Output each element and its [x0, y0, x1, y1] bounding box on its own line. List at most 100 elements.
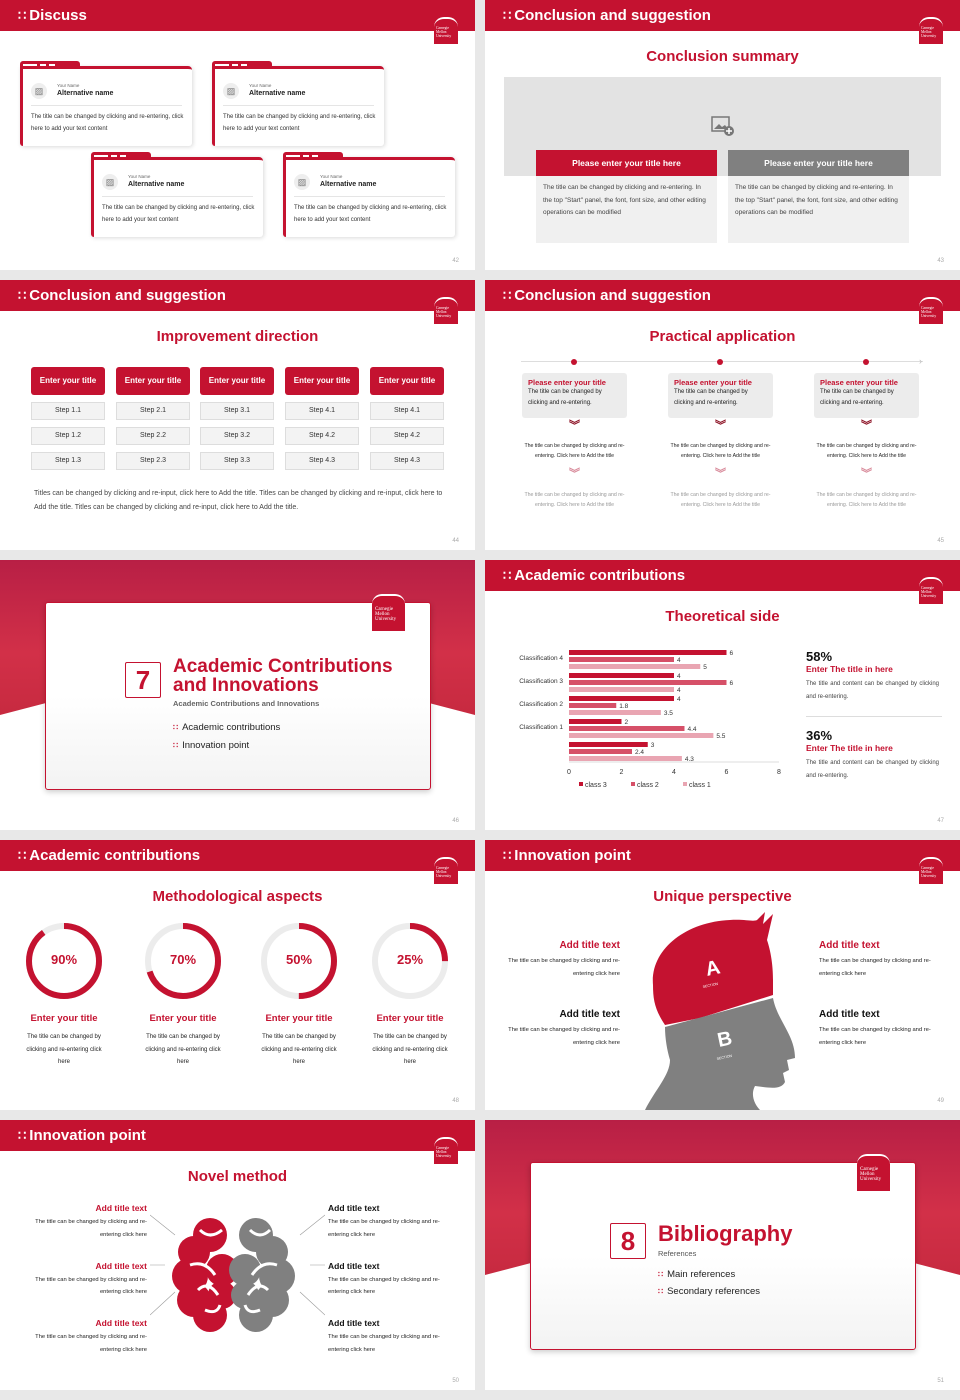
- item-title: Add title text: [819, 1009, 880, 1020]
- step-box[interactable]: Step 4.2: [285, 427, 359, 445]
- ring-title: Enter your title: [30, 1013, 98, 1024]
- stat-text: The title and content can be changed by …: [806, 681, 939, 700]
- step-text: The title can be changed by clicking and…: [528, 389, 602, 406]
- university-logo: Carnegie Mellon University: [919, 857, 943, 884]
- tick-label: 4: [672, 769, 676, 776]
- sub-text: The title can be changed by clicking and…: [524, 492, 625, 508]
- step-box[interactable]: Step 4.2: [370, 427, 444, 445]
- step-box[interactable]: Step 4.1: [285, 402, 359, 420]
- step-title: Please enter your title: [528, 378, 606, 387]
- step-box[interactable]: Step 2.2: [116, 427, 190, 445]
- bar: [569, 733, 714, 738]
- header-title: Innovation point: [29, 1127, 146, 1144]
- card-text: The title can be changed by clicking and…: [294, 205, 447, 223]
- category-label: Classification 2: [519, 701, 563, 708]
- arrow-right-icon: ›: [919, 356, 922, 366]
- data-label: 6: [730, 650, 734, 657]
- ring-title: Enter your title: [265, 1013, 333, 1024]
- chevron-down-icon: ︾: [715, 468, 726, 480]
- slide-43[interactable]: ∷ Conclusion and suggestion Carnegie Mell…: [485, 0, 960, 270]
- progress-ring: 70%: [143, 921, 223, 1001]
- chevron-down-icon: ︾: [569, 420, 580, 432]
- card-label: Your Name: [128, 174, 151, 179]
- stat-title: Enter The title in here: [806, 664, 893, 674]
- toc-item[interactable]: ∷ Main references: [658, 1269, 736, 1280]
- sub-text: The title can be changed by clicking and…: [816, 492, 917, 508]
- slide-title: Methodological aspects: [152, 888, 323, 905]
- divider: [102, 196, 253, 197]
- step-text: The title can be changed by clicking and…: [820, 389, 894, 406]
- item-title: Add title text: [95, 1318, 147, 1328]
- toc-item[interactable]: ∷ Secondary references: [658, 1286, 761, 1297]
- tick-label: 0: [567, 769, 571, 776]
- slide-46[interactable]: Carnegie Mellon University 7 Academic Co…: [0, 560, 475, 830]
- add-image-icon: [711, 116, 734, 136]
- box-title[interactable]: Please enter your title here: [728, 150, 909, 176]
- slide-48[interactable]: ∷ Academic contributions Carnegie Mellon …: [0, 840, 475, 1110]
- step-card[interactable]: Please enter your title The title can be …: [814, 373, 919, 418]
- data-label: 6: [730, 680, 734, 687]
- bar: [569, 664, 701, 669]
- slide-49[interactable]: ∷ Innovation point Carnegie Mellon Univer…: [485, 840, 960, 1110]
- header-title: Conclusion and suggestion: [514, 287, 711, 304]
- item-text: The title can be changed by clicking and…: [35, 1276, 147, 1296]
- step-box[interactable]: Step 1.3: [31, 452, 105, 470]
- toc-item[interactable]: ∷ Academic contributions: [173, 722, 281, 733]
- column-title[interactable]: Enter your title: [200, 367, 274, 395]
- profile-card[interactable]: ▨ Your Name Alternative name The title can …: [91, 152, 263, 237]
- profile-card[interactable]: ▨ Your Name Alternative name The title can …: [20, 61, 192, 146]
- progress-ring: 25%: [370, 921, 450, 1001]
- ring-label: 50%: [285, 952, 313, 967]
- item-text: The title can be changed by clicking and…: [328, 1276, 440, 1296]
- step-card[interactable]: Please enter your title The title can be …: [668, 373, 773, 418]
- university-logo: Carnegie Mellon University: [372, 594, 405, 631]
- slide-51[interactable]: Carnegie Mellon University 8 Bibliograph…: [485, 1120, 960, 1390]
- dots-icon: ∷: [18, 1128, 26, 1143]
- sub-text: The title can be changed by clicking and…: [816, 443, 917, 459]
- step-card[interactable]: Please enter your title The title can be …: [522, 373, 627, 418]
- ring-text: The title can be changed by clicking and…: [372, 1034, 448, 1065]
- step-box[interactable]: Step 3.2: [200, 427, 274, 445]
- bar: [569, 749, 632, 754]
- step-box[interactable]: Step 3.3: [200, 452, 274, 470]
- profile-card[interactable]: ▨ Your Name Alternative name The title can …: [283, 152, 455, 237]
- column-title[interactable]: Enter your title: [370, 367, 444, 395]
- column-title[interactable]: Enter your title: [285, 367, 359, 395]
- slide-47[interactable]: ∷ Academic contributions Carnegie Mellon …: [485, 560, 960, 830]
- slide-42[interactable]: ∷ Discuss Carnegie Mellon University ▨ You…: [0, 0, 475, 270]
- header-title: Academic contributions: [29, 847, 201, 864]
- box-text: The title can be changed by clicking and…: [728, 176, 909, 243]
- card-tab: [283, 152, 343, 160]
- slide-title: Unique perspective: [653, 888, 792, 905]
- category-label: Classification 4: [519, 655, 563, 662]
- data-label: 5: [703, 664, 707, 671]
- box-title[interactable]: Please enter your title here: [536, 150, 717, 176]
- toc-item[interactable]: ∷ Innovation point: [173, 740, 250, 751]
- step-box[interactable]: Step 1.2: [31, 427, 105, 445]
- section-card: Carnegie Mellon University 7 Academic Co…: [45, 594, 431, 790]
- column-title[interactable]: Enter your title: [116, 367, 190, 395]
- step-box[interactable]: Step 2.1: [116, 402, 190, 420]
- step-box[interactable]: Step 4.1: [370, 402, 444, 420]
- dots-icon: ∷: [503, 568, 511, 583]
- step-box[interactable]: Step 1.1: [31, 402, 105, 420]
- bar: [569, 710, 661, 715]
- slide-44[interactable]: ∷ Conclusion and suggestion Carnegie Mell…: [0, 280, 475, 550]
- step-box[interactable]: Step 3.1: [200, 402, 274, 420]
- step-box[interactable]: Step 4.3: [285, 452, 359, 470]
- chevron-down-icon: ︾: [861, 468, 872, 480]
- profile-card[interactable]: ▨ Your Name Alternative name The title can …: [212, 61, 384, 146]
- card-text: The title can be changed by clicking and…: [102, 205, 255, 223]
- step-box[interactable]: Step 4.3: [370, 452, 444, 470]
- column-title[interactable]: Enter your title: [31, 367, 105, 395]
- page-number: 46: [452, 818, 459, 824]
- ring-fill: [261, 923, 337, 999]
- slide-50[interactable]: ∷ Innovation point Carnegie Mellon Univer…: [0, 1120, 475, 1390]
- page-number: 44: [452, 538, 459, 544]
- sub-text: The title can be changed by clicking and…: [670, 443, 771, 459]
- data-label: 5.5: [716, 733, 725, 740]
- data-label: 4: [677, 657, 681, 664]
- slide-45[interactable]: ∷ Conclusion and suggestion Carnegie Mell…: [485, 280, 960, 550]
- step-box[interactable]: Step 2.3: [116, 452, 190, 470]
- ring-fill: [26, 923, 102, 999]
